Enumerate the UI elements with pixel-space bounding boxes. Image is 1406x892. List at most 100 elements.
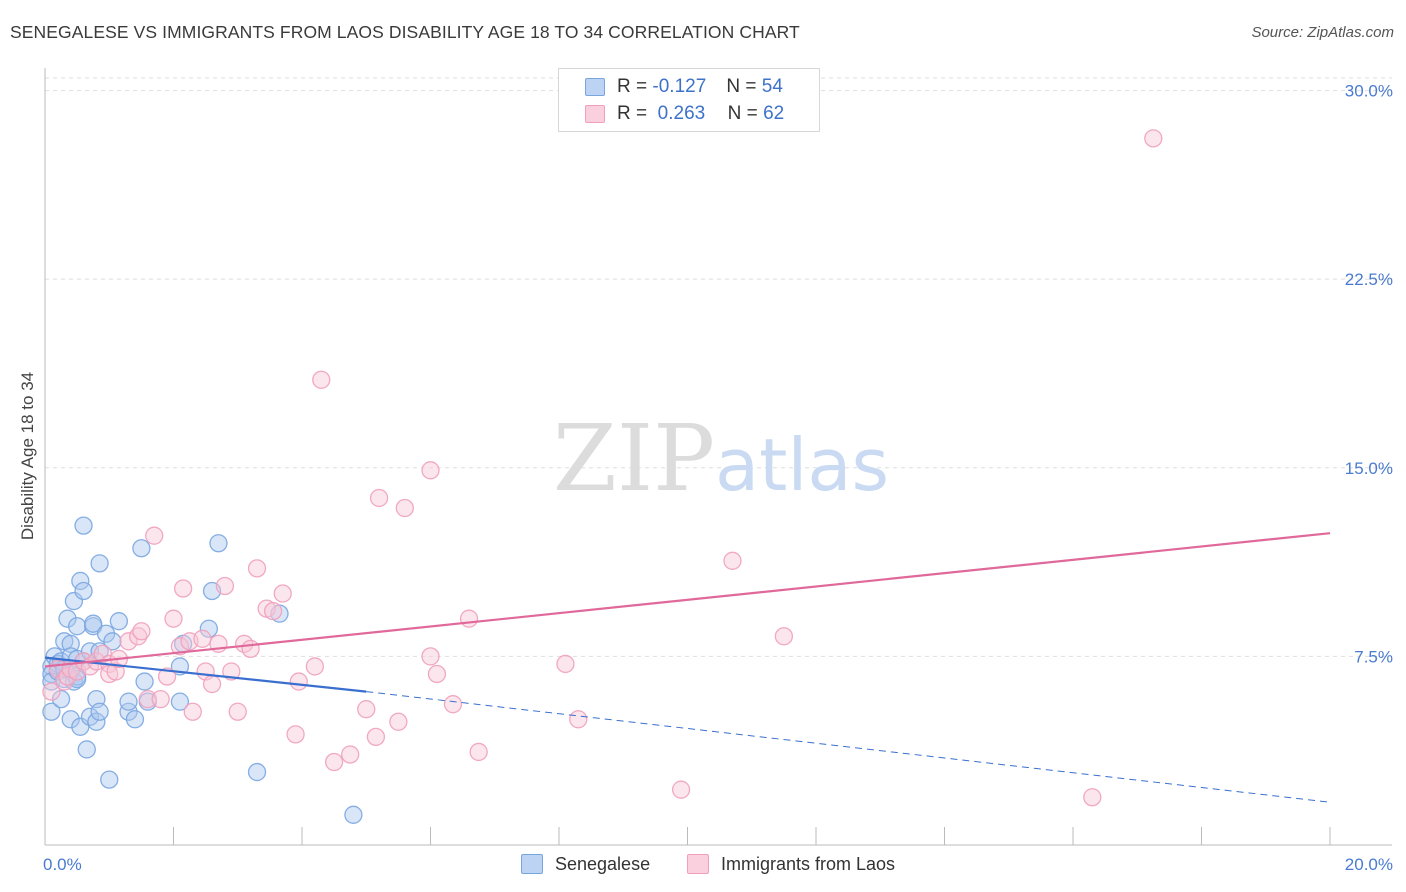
senegalese-swatch (585, 78, 605, 96)
senegalese-point (344, 805, 363, 824)
y-tick-label: 15.0% (1345, 459, 1393, 478)
laos-point (312, 370, 331, 389)
laos-point (671, 780, 691, 799)
senegalese-point (96, 624, 116, 643)
senegalese-point (132, 539, 151, 558)
data-points (42, 129, 1163, 824)
laos-point (42, 682, 61, 701)
stats-legend: R = -0.127 N = 54 R = 0.263 N = 62 (558, 68, 820, 132)
r-value: 0.263 (657, 103, 706, 124)
n-value: 54 (761, 76, 783, 97)
r-label: R = (617, 76, 648, 97)
laos-point (157, 667, 177, 686)
senegalese-legend-swatch (521, 854, 543, 874)
n-value: 62 (763, 103, 785, 124)
legend-item-senegalese: Senegalese (521, 852, 650, 876)
senegalese-point (74, 581, 93, 601)
senegalese-point (209, 534, 228, 553)
laos-point (222, 662, 241, 681)
laos-legend-swatch (687, 854, 709, 874)
laos-point (421, 647, 440, 666)
r-label: R = (617, 103, 648, 124)
laos-swatch (585, 105, 605, 123)
laos-point (202, 674, 222, 694)
senegalese-point (51, 689, 71, 709)
laos-point (369, 488, 389, 508)
tick-labels: 7.5% 15.0% 22.5% 30.0% 0.0% 20.0% (43, 82, 1393, 874)
laos-point (138, 689, 157, 709)
y-tick-label: 7.5% (1354, 647, 1393, 666)
laos-point (421, 461, 440, 480)
gridlines (45, 77, 1392, 657)
laos-point (569, 710, 588, 729)
laos-point (427, 664, 447, 684)
senegalese-point (67, 617, 87, 636)
laos-point (774, 627, 794, 646)
laos-point (119, 632, 138, 651)
laos-point (459, 609, 479, 628)
senegalese-point (84, 614, 103, 633)
laos-point (1144, 129, 1163, 148)
laos-point (215, 576, 235, 596)
x-tick-label: 20.0% (1345, 855, 1393, 874)
senegalese-trend-line (44, 656, 367, 693)
laos-point (723, 551, 742, 570)
senegalese-point (103, 632, 122, 651)
laos-point (395, 498, 414, 518)
trend-lines (44, 532, 1331, 803)
laos-point (443, 695, 463, 714)
legend-label-laos: Immigrants from Laos (721, 853, 896, 874)
r-value: -0.127 (652, 76, 707, 97)
n-label: N = (727, 103, 758, 124)
senegalese-point (58, 609, 77, 628)
watermark-zip: ZIP (553, 405, 715, 512)
senegalese-point (61, 710, 80, 729)
laos-point (389, 712, 408, 731)
senegalese-point (247, 762, 267, 782)
senegalese-point (77, 740, 96, 759)
laos-point (263, 601, 283, 621)
laos-point (305, 657, 325, 676)
chart-source: Source: ZipAtlas.com (1251, 24, 1394, 41)
senegalese-point (90, 702, 109, 721)
laos-point (241, 639, 260, 658)
laos-point (357, 700, 376, 719)
senegalese-point (125, 710, 145, 729)
laos-point (173, 579, 193, 598)
x-tick-label: 0.0% (43, 855, 82, 874)
legend-item-laos: Immigrants from Laos (687, 852, 895, 876)
laos-point (228, 702, 247, 721)
laos-point (469, 742, 488, 762)
legend-label-senegalese: Senegalese (555, 853, 651, 874)
senegalese-point (71, 571, 90, 591)
laos-point (289, 672, 308, 691)
laos-point (324, 752, 344, 772)
senegalese-point (87, 712, 106, 731)
laos-point (247, 559, 267, 578)
senegalese-point (170, 692, 190, 711)
laos-point (286, 725, 305, 744)
n-label: N = (726, 76, 757, 97)
senegalese-point (109, 612, 129, 631)
laos-point (273, 584, 292, 603)
senegalese-point (199, 619, 218, 638)
laos-point (556, 654, 575, 674)
y-tick-label: 22.5% (1345, 270, 1393, 289)
laos-point (129, 627, 148, 646)
laos-point (1083, 788, 1102, 807)
stats-legend-row-laos: R = 0.263 N = 62 (585, 103, 784, 125)
laos-point (164, 609, 183, 628)
senegalese-point (61, 634, 80, 653)
senegalese-point (100, 770, 119, 789)
stats-legend-row-senegalese: R = -0.127 N = 54 (585, 76, 783, 98)
senegalese-point (119, 692, 138, 711)
senegalese-point (135, 672, 154, 691)
senegalese-trend-extension (366, 691, 1331, 803)
laos-point (145, 526, 164, 545)
watermark-atlas: atlas (715, 423, 889, 507)
laos-point (132, 622, 151, 641)
laos-point (183, 702, 202, 721)
laos-point (341, 745, 360, 764)
axes (44, 68, 1392, 846)
